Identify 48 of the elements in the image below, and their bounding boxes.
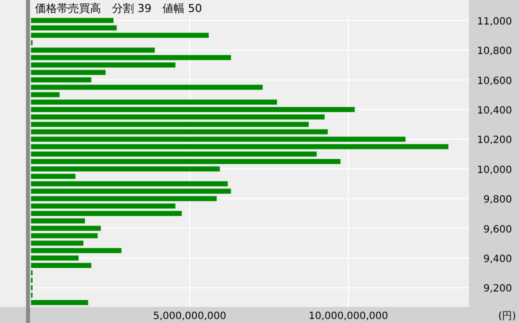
bar bbox=[31, 107, 355, 112]
y-tick-label: 10,600 bbox=[477, 76, 512, 87]
bar bbox=[31, 152, 317, 157]
x-tick-label: 10,000,000,000 bbox=[308, 311, 388, 322]
bar bbox=[31, 114, 325, 120]
y-tick-label: 9,800 bbox=[483, 194, 512, 206]
y-tick-label: 9,200 bbox=[483, 284, 512, 295]
bar bbox=[31, 100, 277, 105]
y-tick-label: 10,400 bbox=[477, 106, 512, 117]
bar bbox=[31, 62, 176, 68]
bar bbox=[31, 84, 263, 90]
bar bbox=[31, 204, 176, 209]
bar bbox=[31, 218, 85, 224]
bar bbox=[31, 122, 309, 127]
y-tick-label: 9,400 bbox=[483, 254, 512, 266]
bar bbox=[31, 129, 328, 134]
bar bbox=[31, 174, 76, 179]
chart-title: 価格帯売買高 分割 39 値幅 50 bbox=[35, 2, 202, 15]
bar bbox=[31, 70, 106, 75]
bar bbox=[31, 300, 88, 306]
y-tick-label: 9,600 bbox=[483, 224, 512, 236]
bar bbox=[31, 226, 101, 231]
bar bbox=[31, 144, 448, 150]
y-tick-label: 10,800 bbox=[477, 46, 512, 58]
y-tick-label: 10,200 bbox=[477, 135, 512, 146]
bar bbox=[31, 240, 84, 246]
bar bbox=[31, 136, 406, 142]
bar bbox=[31, 25, 117, 30]
bar bbox=[31, 32, 209, 38]
x-tick-label: 5,000,000,000 bbox=[153, 311, 226, 322]
x-axis-title: (円) bbox=[498, 311, 516, 322]
bar bbox=[31, 48, 155, 53]
bar bbox=[31, 210, 182, 216]
y-tick-label: 11,000 bbox=[477, 16, 512, 28]
bar bbox=[31, 158, 340, 164]
bar bbox=[31, 196, 217, 202]
bar bbox=[31, 77, 92, 82]
bar bbox=[31, 262, 92, 268]
y-tick-label: 10,000 bbox=[477, 164, 512, 176]
bar bbox=[31, 55, 231, 60]
bar bbox=[31, 233, 98, 238]
bar bbox=[31, 248, 122, 254]
bar bbox=[31, 166, 220, 172]
bar bbox=[31, 18, 114, 23]
bar bbox=[31, 92, 60, 98]
bar bbox=[31, 255, 79, 261]
bar bbox=[31, 181, 228, 186]
bar bbox=[31, 188, 231, 194]
